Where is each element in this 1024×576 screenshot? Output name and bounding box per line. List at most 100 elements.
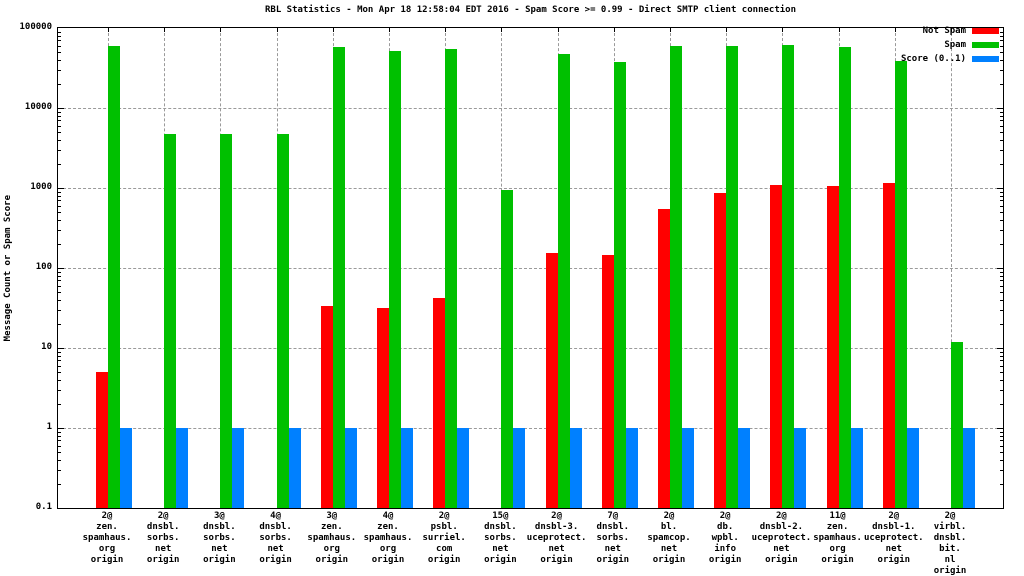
x-category-label-line: psbl.	[430, 522, 458, 532]
y-minor-tick-right	[1000, 52, 1003, 54]
legend-label-score: Score (0..1)	[900, 54, 966, 64]
y-major-tick-right	[997, 348, 1003, 349]
gridline-horizontal	[58, 268, 1003, 269]
bar-score-0-1	[682, 428, 694, 508]
y-major-tick-right	[997, 428, 1003, 429]
y-minor-tick-left	[58, 111, 61, 113]
legend: Not Spam Spam Score (0..1)	[0, 24, 999, 66]
y-minor-tick-right	[1000, 40, 1003, 42]
y-major-tick-right	[997, 108, 1003, 109]
y-minor-tick-right	[1000, 45, 1003, 47]
x-category-label-line: net	[604, 544, 621, 554]
legend-swatch-spam	[972, 42, 999, 48]
y-minor-tick-left	[58, 435, 61, 437]
y-minor-tick-right	[1000, 125, 1003, 127]
x-category-label-line: 2@	[438, 511, 450, 521]
bar-score-0-1	[401, 428, 413, 508]
x-category-label-line: nl	[944, 555, 956, 565]
y-minor-tick-right	[1000, 243, 1003, 245]
bar-not-spam	[770, 184, 783, 508]
y-minor-tick-right	[1000, 132, 1003, 134]
x-category-label-line: 2@	[944, 511, 956, 521]
x-category-label-line: origin	[146, 555, 180, 565]
bar-not-spam	[826, 186, 839, 508]
x-category-label-line: zen.	[320, 522, 343, 532]
y-tick-label: 1000	[30, 182, 52, 192]
bar-score-0-1	[457, 428, 470, 508]
y-minor-tick-right	[1000, 365, 1003, 367]
x-category-label: 2@ bl. spamcop. net origin	[624, 511, 714, 566]
x-category-label-line: 2@	[888, 511, 900, 521]
x-category-label-line: zen.	[377, 522, 399, 532]
x-category-label-line: db.	[717, 522, 734, 532]
y-minor-tick-left	[58, 195, 61, 197]
y-minor-tick-left	[58, 219, 61, 221]
y-minor-tick-left	[58, 275, 61, 277]
y-minor-tick-right	[1000, 195, 1003, 197]
x-category-label-line: 2@	[775, 511, 787, 521]
y-minor-tick-right	[1000, 205, 1003, 207]
y-minor-tick-right	[1000, 469, 1003, 471]
y-tick-label: 100	[35, 262, 52, 272]
legend-label-spam: Spam	[944, 40, 966, 50]
x-category-label-line: zen.	[826, 522, 849, 532]
x-category-label: 11@ zen. spamhaus. org origin	[793, 511, 883, 566]
bar-spam	[445, 48, 458, 508]
bar-not-spam	[882, 182, 895, 508]
bar-spam	[276, 134, 289, 508]
x-category-label-line: origin	[821, 555, 854, 565]
bar-spam	[108, 45, 120, 508]
x-category-label-line: origin	[596, 555, 630, 565]
x-category-label-line: dnsbl.	[596, 522, 630, 532]
y-minor-tick-left	[58, 243, 61, 245]
x-tick-top	[276, 28, 278, 32]
gridline-horizontal	[58, 428, 1003, 429]
x-category-label-line: net	[155, 544, 172, 554]
bar-spam	[951, 341, 963, 508]
y-minor-tick-right	[1000, 280, 1003, 282]
gridline-horizontal	[58, 188, 1003, 189]
y-minor-tick-right	[1000, 275, 1003, 277]
y-minor-tick-left	[58, 191, 61, 193]
y-minor-tick-right	[1000, 111, 1003, 113]
y-minor-tick-left	[58, 52, 61, 54]
y-minor-tick-right	[1000, 445, 1003, 447]
x-category-label-line: origin	[484, 555, 517, 565]
x-category-label-line: sorbs.	[259, 533, 292, 543]
y-minor-tick-right	[1000, 31, 1003, 33]
y-minor-tick-left	[58, 431, 61, 433]
y-minor-tick-right	[1000, 139, 1003, 141]
y-minor-tick-right	[1000, 59, 1003, 61]
x-tick-top	[613, 28, 615, 32]
y-minor-tick-right	[1000, 149, 1003, 151]
x-category-label-line: dnsbl-2.	[759, 522, 804, 532]
bar-spam	[164, 134, 177, 508]
bar-score-0-1	[906, 428, 919, 508]
x-category-label: 3@ zen. spamhaus. org origin	[287, 511, 377, 566]
y-minor-tick-right	[1000, 379, 1003, 381]
bar-spam	[220, 134, 233, 508]
y-minor-tick-left	[58, 45, 61, 47]
y-tick-label: 100000	[19, 22, 52, 32]
x-category-label-line: 2@	[551, 511, 563, 521]
y-minor-tick-left	[58, 483, 61, 485]
y-minor-tick-right	[1000, 285, 1003, 287]
y-minor-tick-left	[58, 83, 61, 85]
x-tick-top	[164, 28, 166, 32]
x-category-label-line: 3@	[213, 511, 225, 521]
bar-not-spam	[320, 305, 333, 508]
legend-label-not-spam: Not Spam	[922, 26, 966, 36]
y-tick-label: 0.1	[35, 502, 52, 512]
x-category-label-line: origin	[877, 555, 911, 565]
bar-spam	[557, 53, 570, 508]
bar-score-0-1	[232, 428, 245, 508]
y-minor-tick-left	[58, 309, 61, 311]
y-minor-tick-left	[58, 59, 61, 61]
x-category-label-line: 7@	[607, 511, 619, 521]
bar-score-0-1	[513, 428, 526, 508]
x-tick-top	[389, 28, 390, 32]
y-minor-tick-right	[1000, 83, 1003, 85]
x-category-label-line: uceprotect.	[863, 533, 924, 543]
x-category-label-line: spamhaus.	[363, 533, 413, 543]
